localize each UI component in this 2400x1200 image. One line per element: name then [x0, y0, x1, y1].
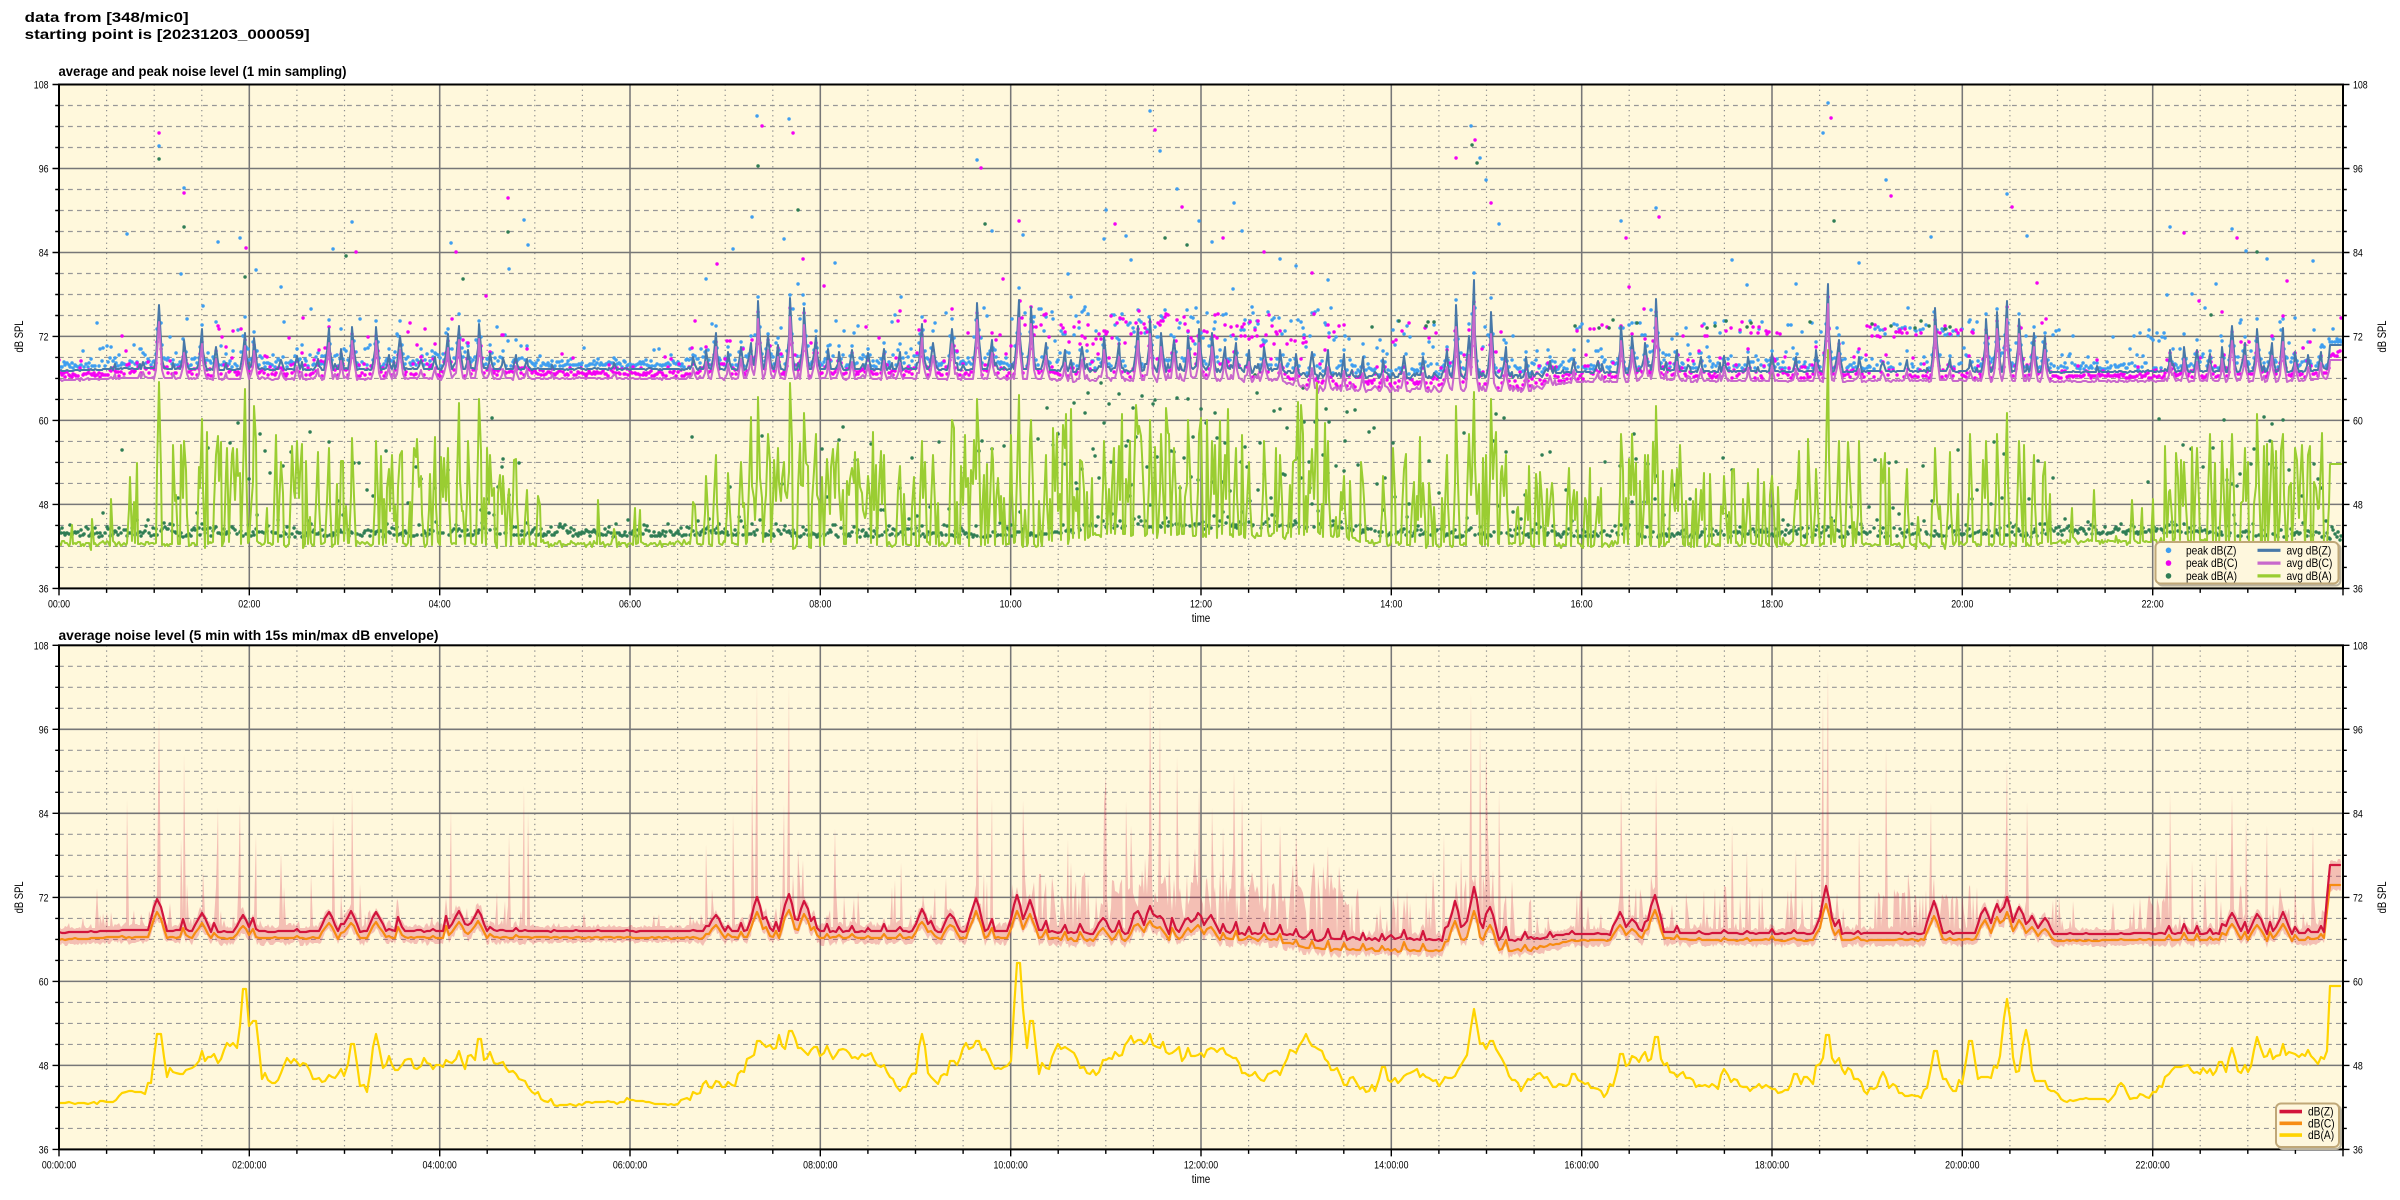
svg-text:48: 48	[39, 1060, 49, 1072]
svg-text:dB(Z): dB(Z)	[2308, 1105, 2334, 1119]
svg-text:avg dB(Z): avg dB(Z)	[2287, 543, 2332, 557]
svg-text:84: 84	[2353, 808, 2363, 820]
svg-text:72: 72	[39, 332, 49, 344]
svg-text:36: 36	[2353, 584, 2363, 596]
svg-text:average noise level (5 min wit: average noise level (5 min with 15s min/…	[59, 628, 439, 643]
svg-text:18:00:00: 18:00:00	[1755, 1159, 1789, 1171]
svg-text:10:00: 10:00	[1000, 598, 1022, 610]
svg-text:72: 72	[39, 892, 49, 904]
svg-text:22:00: 22:00	[2142, 598, 2164, 610]
svg-text:108: 108	[2353, 80, 2368, 92]
svg-text:02:00:00: 02:00:00	[232, 1159, 266, 1171]
svg-text:20:00:00: 20:00:00	[1945, 1159, 1979, 1171]
svg-text:60: 60	[39, 416, 49, 428]
svg-text:84: 84	[39, 808, 49, 820]
svg-text:avg dB(C): avg dB(C)	[2287, 556, 2333, 570]
svg-text:96: 96	[2353, 164, 2363, 176]
svg-text:08:00: 08:00	[809, 598, 831, 610]
svg-text:peak dB(Z): peak dB(Z)	[2186, 543, 2236, 557]
svg-text:06:00:00: 06:00:00	[613, 1159, 647, 1171]
svg-text:08:00:00: 08:00:00	[803, 1159, 837, 1171]
svg-text:96: 96	[39, 164, 49, 176]
svg-text:00:00:00: 00:00:00	[42, 1159, 76, 1171]
svg-text:dB SPL: dB SPL	[12, 881, 26, 913]
svg-text:12:00:00: 12:00:00	[1184, 1159, 1218, 1171]
svg-text:02:00: 02:00	[238, 598, 260, 610]
svg-text:dB SPL: dB SPL	[2375, 881, 2389, 913]
svg-text:peak dB(A): peak dB(A)	[2186, 569, 2237, 583]
svg-text:72: 72	[2353, 892, 2363, 904]
svg-text:time: time	[1192, 1172, 1211, 1186]
svg-text:48: 48	[2353, 1060, 2363, 1072]
svg-text:dB SPL: dB SPL	[12, 320, 26, 352]
svg-text:18:00: 18:00	[1761, 598, 1783, 610]
svg-text:84: 84	[39, 248, 49, 260]
svg-text:84: 84	[2353, 248, 2363, 260]
svg-text:20:00: 20:00	[1951, 598, 1973, 610]
svg-text:60: 60	[39, 976, 49, 988]
svg-text:04:00: 04:00	[429, 598, 451, 610]
svg-text:04:00:00: 04:00:00	[423, 1159, 457, 1171]
svg-text:peak dB(C): peak dB(C)	[2186, 556, 2238, 570]
svg-text:96: 96	[2353, 724, 2363, 736]
svg-text:avg dB(A): avg dB(A)	[2287, 569, 2332, 583]
svg-text:12:00: 12:00	[1190, 598, 1212, 610]
svg-text:dB(C): dB(C)	[2308, 1116, 2335, 1130]
svg-text:starting point is [20231203_00: starting point is [20231203_000059]	[25, 26, 310, 42]
svg-text:48: 48	[39, 500, 49, 512]
svg-text:06:00: 06:00	[619, 598, 641, 610]
svg-text:36: 36	[39, 584, 49, 596]
svg-text:16:00:00: 16:00:00	[1565, 1159, 1599, 1171]
svg-text:14:00: 14:00	[1380, 598, 1402, 610]
svg-text:dB SPL: dB SPL	[2375, 320, 2389, 352]
svg-text:10:00:00: 10:00:00	[994, 1159, 1028, 1171]
svg-text:36: 36	[2353, 1145, 2363, 1157]
svg-text:14:00:00: 14:00:00	[1374, 1159, 1408, 1171]
svg-text:time: time	[1192, 611, 1211, 625]
svg-text:dB(A): dB(A)	[2308, 1128, 2334, 1142]
svg-text:22:00:00: 22:00:00	[2136, 1159, 2170, 1171]
svg-text:average and peak noise level (: average and peak noise level (1 min samp…	[59, 64, 347, 79]
svg-text:data from [348/mic0]: data from [348/mic0]	[25, 9, 189, 25]
svg-text:36: 36	[39, 1145, 49, 1157]
svg-text:108: 108	[2353, 640, 2368, 652]
svg-text:72: 72	[2353, 332, 2363, 344]
svg-text:16:00: 16:00	[1571, 598, 1593, 610]
svg-text:48: 48	[2353, 500, 2363, 512]
svg-text:96: 96	[39, 724, 49, 736]
svg-text:108: 108	[34, 640, 49, 652]
svg-text:60: 60	[2353, 976, 2363, 988]
svg-text:00:00: 00:00	[48, 598, 70, 610]
svg-text:60: 60	[2353, 416, 2363, 428]
svg-text:108: 108	[34, 80, 49, 92]
